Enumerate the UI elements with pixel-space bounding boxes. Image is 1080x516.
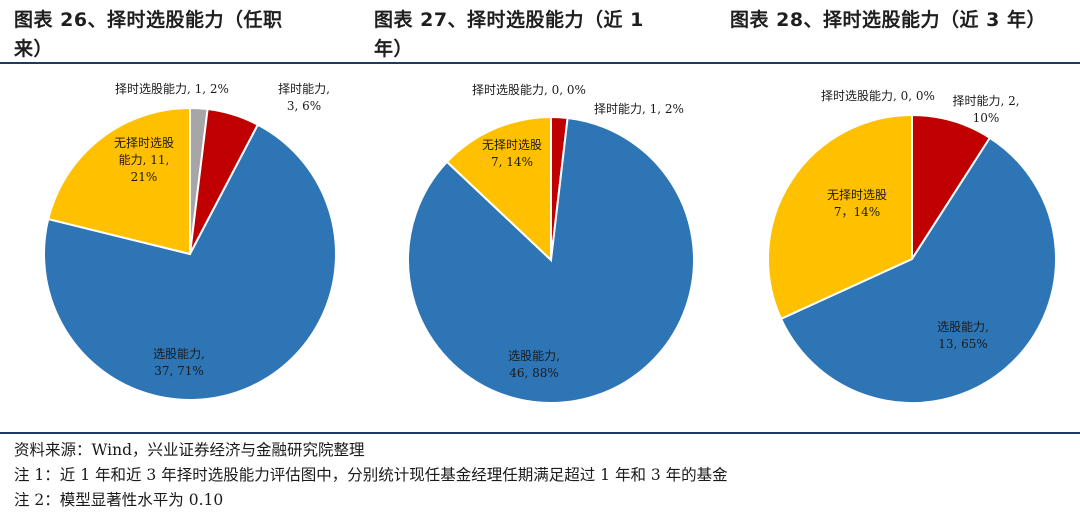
data-label-none: 无择时选股 bbox=[114, 136, 174, 150]
data-label-timing_only: 择时能力, bbox=[278, 82, 330, 96]
chart-title-28: 图表 28、择时选股能力（近 3 年） bbox=[730, 6, 1080, 35]
pie-slice-stock_only bbox=[779, 136, 1057, 404]
data-label-timing_only: 3, 6% bbox=[287, 99, 321, 113]
pie-slice-timing_only bbox=[911, 113, 992, 263]
data-label-none: 7, 14% bbox=[491, 155, 533, 169]
chart-title-27: 图表 27、择时选股能力（近 1 年） bbox=[374, 6, 724, 64]
chart-title-28-line1: 图表 28、择时选股能力（近 3 年） bbox=[730, 9, 1047, 31]
data-label-none: 7，14% bbox=[834, 205, 880, 219]
pie-chart-26: 择时选股能力, 1, 2% 择时能力, 3, 6% 选股能力, 37, 71% 无择时选股… bbox=[43, 82, 337, 401]
data-label-stock_only: 选股能力, bbox=[153, 347, 205, 361]
chart-title-27-line1: 图表 27、择时选股能力（近 1 bbox=[374, 9, 644, 31]
chart-title-27-line2: 年） bbox=[374, 38, 414, 60]
pie-slice-none bbox=[47, 106, 191, 256]
data-label-stock_only: 37, 71% bbox=[154, 364, 204, 378]
data-label-stock_only: 选股能力, bbox=[937, 320, 989, 334]
chart-title-26: 图表 26、择时选股能力（任职 来） bbox=[14, 6, 364, 64]
data-label-both: 择时选股能力, 0, 0% bbox=[472, 83, 586, 97]
footer-rule bbox=[0, 432, 1080, 434]
source-note: 资料来源：Wind，兴业证券经济与金融研究院整理 bbox=[14, 441, 365, 459]
header-rule bbox=[0, 62, 1080, 64]
data-label-stock_only: 选股能力, bbox=[508, 349, 560, 363]
footer-notes: 资料来源：Wind，兴业证券经济与金融研究院整理 注 1：近 1 年和近 3 年… bbox=[14, 438, 1074, 513]
chart-title-26-line1: 图表 26、择时选股能力（任职 bbox=[14, 9, 283, 31]
pie-slice-none bbox=[445, 115, 552, 263]
note-2: 注 2：模型显著性水平为 0.10 bbox=[14, 491, 224, 509]
data-label-none: 无择时选股 bbox=[827, 188, 887, 202]
chart-title-26-line2: 来） bbox=[14, 38, 54, 60]
data-label-both: 择时选股能力, 1, 2% bbox=[115, 82, 229, 96]
data-label-none: 能力, 11, bbox=[119, 153, 170, 167]
data-label-timing_only: 择时能力, 2, bbox=[952, 94, 1019, 108]
data-label-none: 21% bbox=[131, 170, 158, 184]
pie-chart-28: 择时选股能力, 0, 0% 择时能力, 2, 10% 选股能力, 13, 65% 无择时选… bbox=[767, 89, 1057, 404]
data-label-timing_only: 10% bbox=[973, 111, 1000, 125]
note-1: 注 1：近 1 年和近 3 年择时选股能力评估图中，分别统计现任基金经理任期满足… bbox=[14, 466, 728, 484]
data-label-both: 择时选股能力, 0, 0% bbox=[821, 89, 935, 103]
data-label-none: 无择时选股 bbox=[482, 138, 542, 152]
data-label-timing_only: 择时能力, 1, 2% bbox=[594, 102, 684, 116]
chart-panel-26: 图表 26、择时选股能力（任职 来） 择时选股能力, 1, 2% 择时能力, 3, … bbox=[14, 0, 364, 432]
pie-chart-27: 择时选股能力, 0, 0% 择时能力, 1, 2% 选股能力, 46, 88% 无择时选… bbox=[407, 83, 695, 404]
pie-slice-stock_only bbox=[43, 123, 337, 401]
data-label-stock_only: 13, 65% bbox=[938, 337, 988, 351]
data-label-stock_only: 46, 88% bbox=[509, 366, 559, 380]
pie-slice-none bbox=[767, 113, 913, 321]
chart-panel-27: 图表 27、择时选股能力（近 1 年） 择时选股能力, 0, 0% 择时能力, 1… bbox=[374, 0, 724, 432]
chart-panel-28: 图表 28、择时选股能力（近 3 年） 择时选股能力, 0, 0% 择时能力, 2… bbox=[730, 0, 1080, 432]
